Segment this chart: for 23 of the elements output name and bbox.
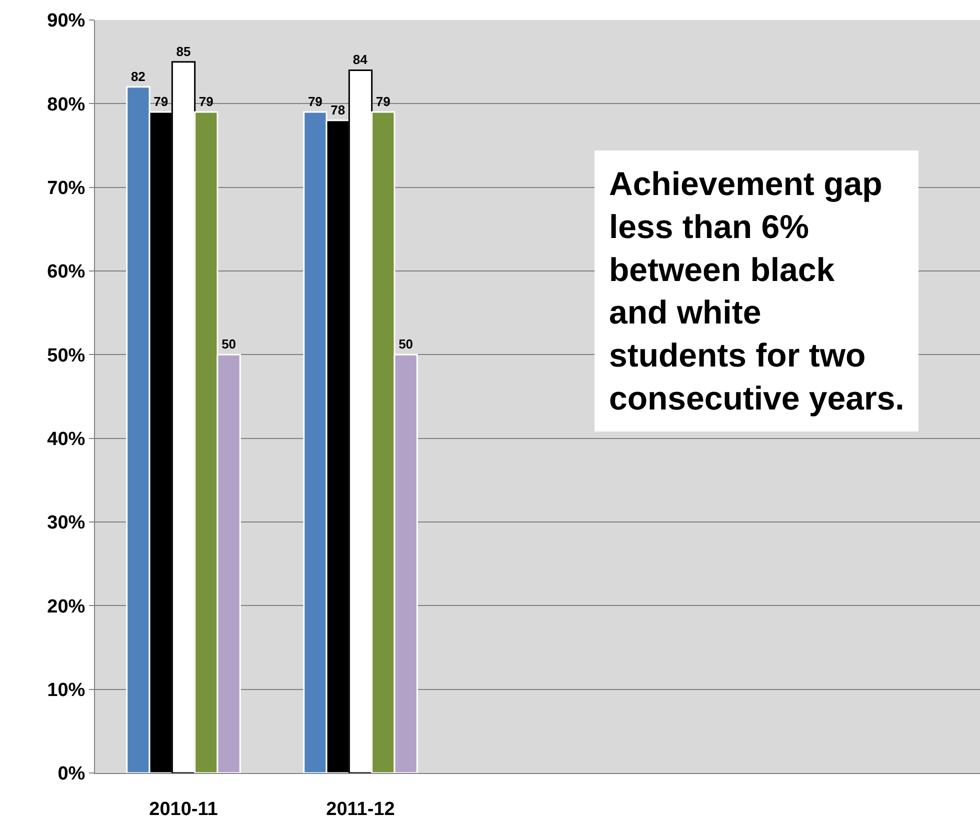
x-tick-label: 2011-12 — [326, 798, 395, 820]
annotation: Achievement gap less than 6% between black and white students for two consecutive years. — [609, 165, 904, 416]
y-tick-label: 80% — [47, 94, 86, 116]
y-tick-label: 90% — [47, 10, 86, 32]
y-tick-label: 60% — [47, 262, 86, 283]
data-label: 79 — [376, 94, 390, 110]
data-label: 79 — [198, 94, 214, 110]
data-label: 85 — [176, 44, 191, 59]
data-label: 50 — [222, 336, 236, 352]
data-label: 84 — [352, 52, 368, 68]
data-label: 78 — [330, 102, 346, 118]
data-label: 79 — [154, 94, 168, 110]
y-tick-label: 50% — [47, 345, 86, 366]
y-tick-label: 30% — [47, 512, 86, 534]
x-tick-label: 2010-11 — [149, 798, 218, 820]
y-tick-label: 10% — [47, 680, 86, 701]
data-label: 79 — [308, 94, 322, 110]
y-tick-label: 0% — [58, 764, 86, 785]
y-tick-label: 20% — [47, 596, 86, 618]
data-label: 82 — [130, 68, 146, 84]
data-label: 50 — [398, 336, 414, 352]
y-tick-label: 70% — [47, 178, 86, 199]
y-tick-label: 40% — [47, 428, 86, 450]
